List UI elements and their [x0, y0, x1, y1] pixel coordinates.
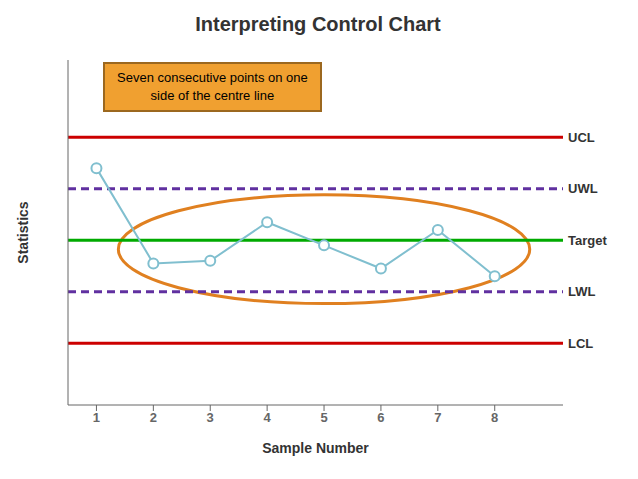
svg-text:Sample Number: Sample Number — [262, 440, 369, 456]
svg-text:LWL: LWL — [568, 284, 595, 299]
svg-text:7: 7 — [434, 410, 441, 425]
svg-text:4: 4 — [264, 410, 272, 425]
svg-text:3: 3 — [207, 410, 214, 425]
svg-text:Statistics: Statistics — [15, 201, 31, 263]
html-text:Seven consecutive points on on: Seven consecutive points on one side of … — [117, 70, 308, 104]
svg-text:6: 6 — [377, 410, 384, 425]
svg-text:5: 5 — [320, 410, 327, 425]
svg-text:Target: Target — [568, 233, 607, 248]
svg-text:8: 8 — [491, 410, 498, 425]
svg-text:1: 1 — [93, 410, 100, 425]
html-text:Interpreting Control Chart: Interpreting Control Chart — [195, 13, 441, 35]
svg-text:2: 2 — [150, 410, 157, 425]
svg-text:LCL: LCL — [568, 336, 593, 351]
svg-text:UCL: UCL — [568, 130, 595, 145]
svg-text:UWL: UWL — [568, 181, 598, 196]
